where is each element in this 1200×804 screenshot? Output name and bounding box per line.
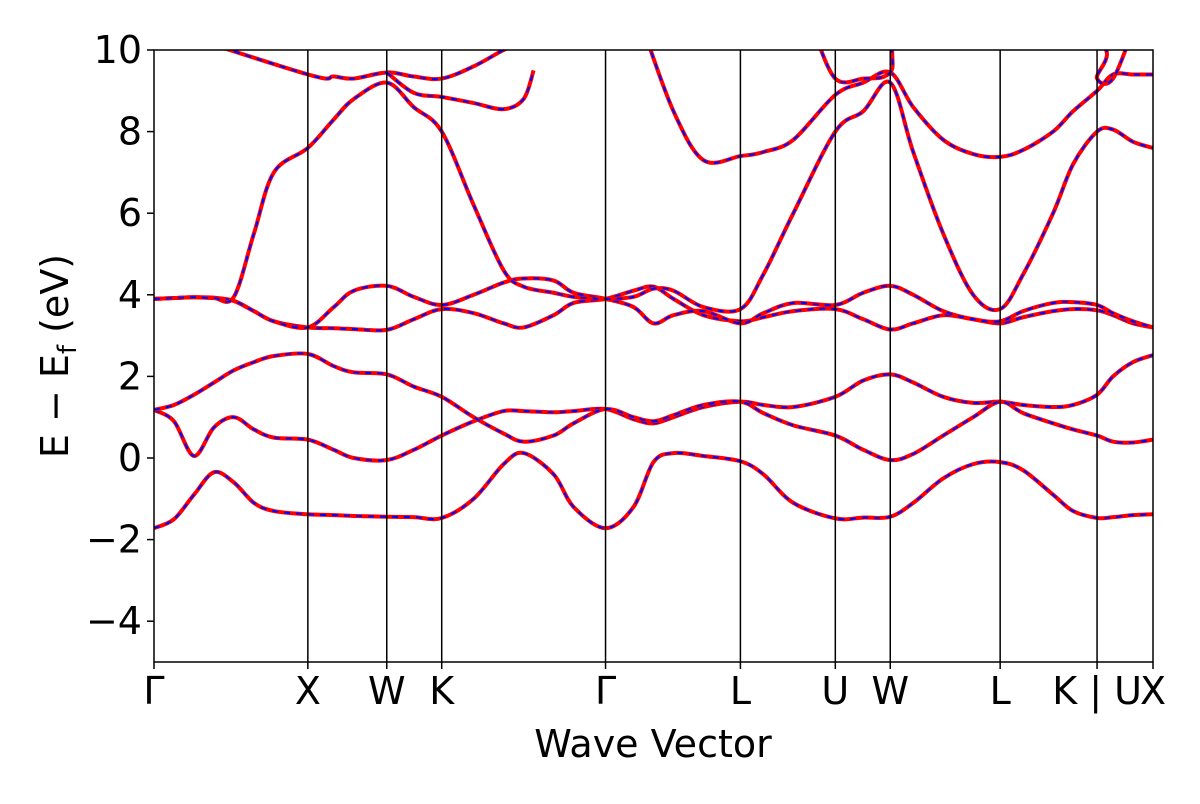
y-tick-label: −2 <box>86 518 142 562</box>
x-tick-label: K <box>429 669 455 713</box>
y-axis-label-unit: (eV) <box>33 254 77 345</box>
x-axis-label: Wave Vector <box>534 722 772 766</box>
band-10-dashed-line <box>819 50 1127 85</box>
y-tick-label: −4 <box>86 599 142 643</box>
band-7-dashed-line <box>226 50 507 81</box>
band-6-dashed-line <box>154 80 1153 313</box>
y-axis-label-subscript: f <box>53 344 83 354</box>
band-3-line <box>154 351 1153 463</box>
x-tick-label: Γ <box>595 669 616 713</box>
y-axis-ticks: −4 −2 0 2 4 6 8 10 <box>86 28 154 643</box>
x-tick-label: W <box>368 669 406 713</box>
x-tick-label: L <box>730 669 751 713</box>
plot-frame <box>153 49 1154 663</box>
band-3-dashed-line <box>154 352 1153 462</box>
y-axis-label-main: E − E <box>33 354 77 458</box>
y-tick-label: 0 <box>118 436 142 480</box>
band-10-line <box>818 50 1128 86</box>
high-symmetry-lines <box>307 50 1098 662</box>
band-1-line <box>154 450 1153 531</box>
band-8-dashed-line <box>386 70 535 111</box>
bands-layer <box>154 50 1153 531</box>
y-tick-label: 4 <box>118 273 142 317</box>
x-tick-label: U <box>821 669 849 713</box>
x-tick-label: Γ <box>143 669 164 713</box>
x-tick-label: X <box>295 669 321 713</box>
x-tick-label: X <box>1140 669 1166 713</box>
x-tick-label: W <box>871 669 909 713</box>
y-tick-label: 6 <box>118 191 142 235</box>
band-2-dashed-line <box>154 354 1153 462</box>
y-axis-label: E − Ef (eV) <box>33 254 83 458</box>
y-tick-label: 8 <box>118 110 142 154</box>
y-tick-label: 2 <box>118 354 142 398</box>
band-5-line <box>154 276 1153 330</box>
x-tick-label: L <box>990 669 1011 713</box>
x-tick-label: K | U <box>1052 669 1142 714</box>
band-6-line <box>154 79 1153 314</box>
band-7-line <box>223 50 509 82</box>
band-2-line <box>154 353 1153 463</box>
y-tick-label: 10 <box>94 28 142 72</box>
